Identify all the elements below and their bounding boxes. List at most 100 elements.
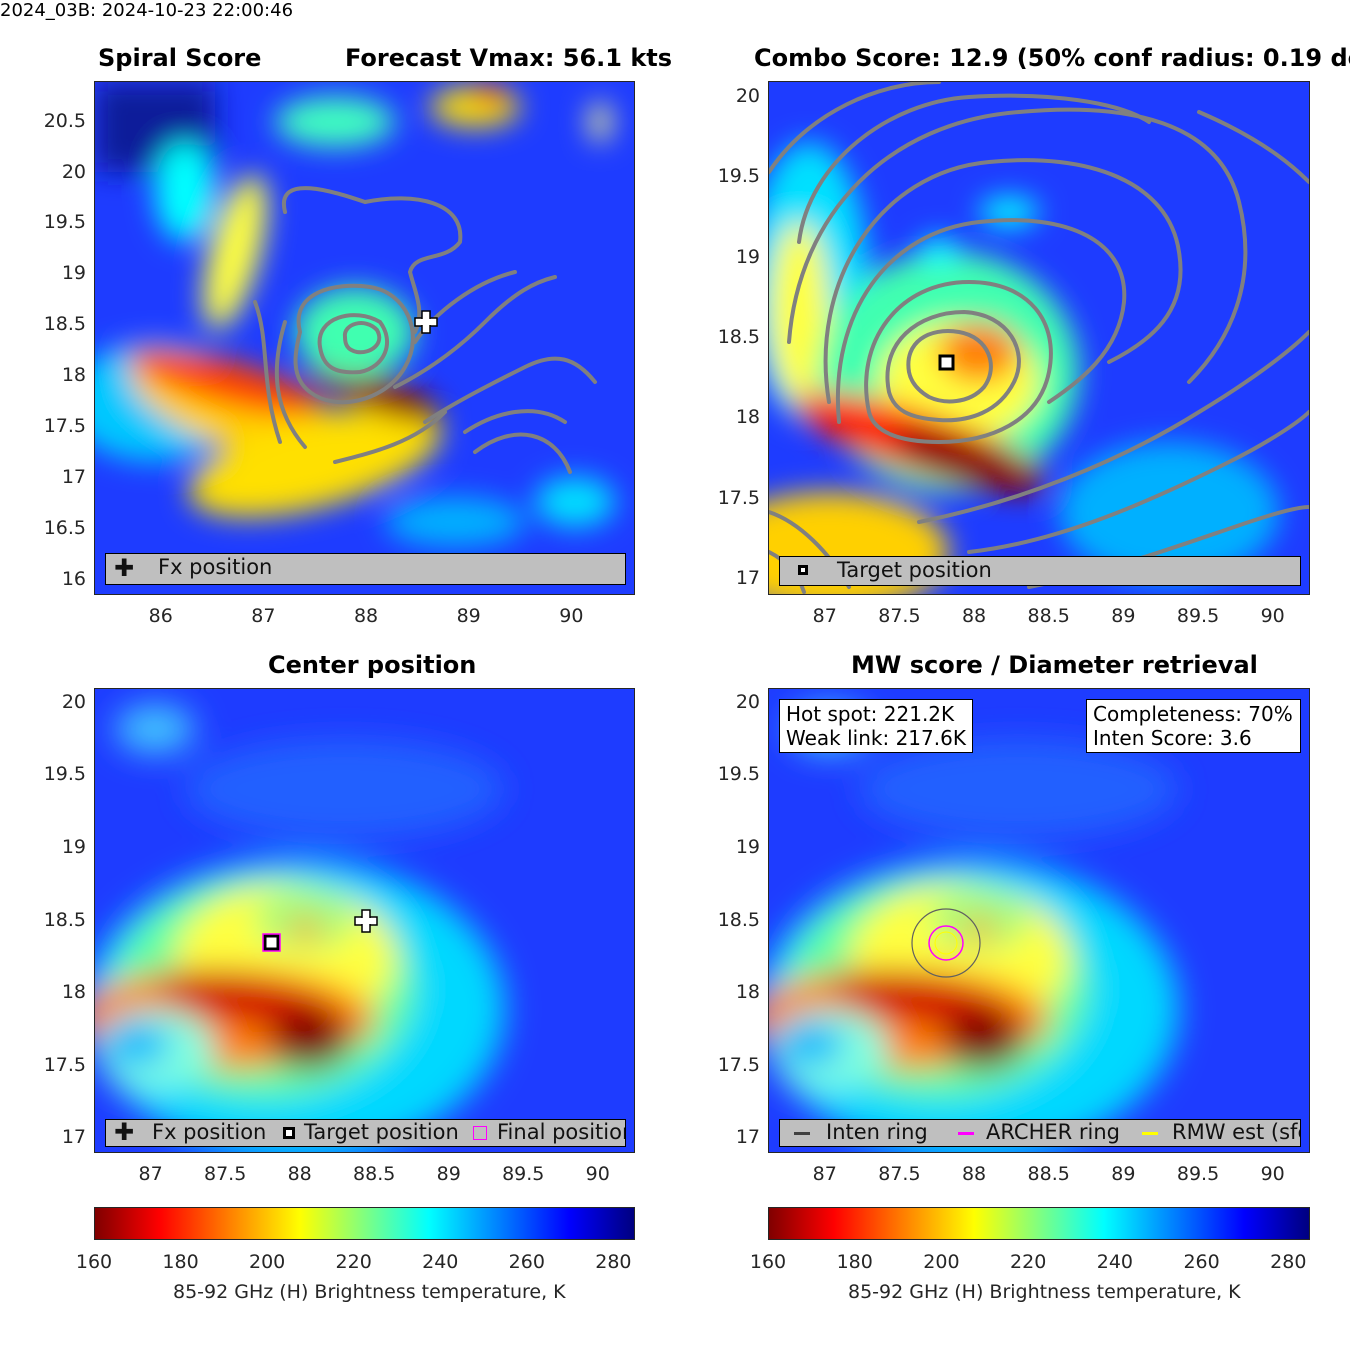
x-tick-label: 87 <box>138 1163 163 1185</box>
x-tick-label: 88 <box>961 605 987 627</box>
fx-position-marker <box>414 310 438 334</box>
y-tick-label: 17 <box>61 1126 86 1149</box>
y-tick-label: 19 <box>61 262 86 285</box>
y-tick-label: 20 <box>61 690 86 713</box>
completeness-text: Completeness: 70% <box>1093 702 1293 726</box>
legend-final-position: Final position <box>497 1120 626 1144</box>
y-tick-label: 17 <box>735 566 760 589</box>
retrieval-rings <box>911 908 981 978</box>
legend-rmw-est: RMW est (sfc) <box>1172 1120 1300 1144</box>
x-tick-label: 90 <box>559 605 584 627</box>
x-tick-label: 89 <box>1111 1163 1136 1185</box>
mw-score-heatmap <box>769 689 1309 1152</box>
legend-target-position: Target position <box>304 1120 459 1144</box>
x-tick-label: 88.5 <box>1027 605 1070 627</box>
panel2-legend: Target position <box>779 556 1301 586</box>
x-tick-label: 90 <box>1260 1163 1285 1185</box>
y-tick-label: 17 <box>735 1126 760 1149</box>
target-position-marker <box>938 354 955 371</box>
panel2-title: Combo Score: 12.9 (50% conf radius: 0.19… <box>754 44 1350 72</box>
combo-score-plot: Target position <box>768 81 1310 595</box>
x-tick-label: 89.5 <box>1176 605 1220 627</box>
spiral-score-plot: ✚ Fx position <box>94 81 635 595</box>
inten-ring-swatch <box>794 1132 810 1135</box>
y-tick-label: 19 <box>735 835 760 858</box>
x-tick-label: 88.5 <box>353 1163 396 1185</box>
panel3-legend: ✚ Fx position Target position Final posi… <box>105 1119 626 1147</box>
y-tick-label: 19.5 <box>43 211 86 234</box>
colorbar-tick-label: 220 <box>1010 1251 1047 1273</box>
colorbar-right-label: 85-92 GHz (H) Brightness temperature, K <box>848 1281 1241 1303</box>
weak-link-text: Weak link: 217.6K <box>786 726 966 750</box>
center-position-plot: ✚ Fx position Target position Final posi… <box>94 688 635 1153</box>
cross-icon: ✚ <box>114 1119 135 1146</box>
panel4-title: MW score / Diameter retrieval <box>851 651 1258 679</box>
panel4-legend: Inten ring ARCHER ring RMW est (sfc) <box>779 1119 1301 1147</box>
x-tick-label: 89 <box>1111 605 1136 627</box>
x-tick-label: 89 <box>436 1163 461 1185</box>
mw-score-plot: Hot spot: 221.2K Weak link: 217.6K Compl… <box>768 688 1310 1153</box>
y-tick-label: 20 <box>61 160 86 183</box>
legend-inten-ring: Inten ring <box>826 1120 928 1144</box>
y-tick-label: 19.5 <box>43 763 86 786</box>
y-tick-label: 19.5 <box>717 763 760 786</box>
y-tick-label: 17.5 <box>43 415 86 438</box>
colorbar-tick-label: 220 <box>335 1251 372 1273</box>
y-tick-label: 17.5 <box>717 486 760 509</box>
colorbar-tick-label: 280 <box>1270 1251 1307 1273</box>
y-tick-label: 18.5 <box>43 908 86 931</box>
y-tick-label: 20 <box>735 690 760 713</box>
x-tick-label: 90 <box>1260 605 1285 627</box>
x-tick-label: 88.5 <box>1027 1163 1070 1185</box>
y-tick-label: 19 <box>61 835 86 858</box>
panel1-title-left: Spiral Score <box>98 44 262 72</box>
y-tick-label: 18.5 <box>43 313 86 336</box>
fx-position-marker <box>354 909 378 933</box>
info-box-left: Hot spot: 221.2K Weak link: 217.6K <box>779 699 973 753</box>
legend-target-position: Target position <box>837 558 992 582</box>
colorbar-left <box>94 1207 635 1240</box>
x-tick-label: 87.5 <box>878 605 921 627</box>
x-tick-label: 88 <box>961 1163 987 1185</box>
y-tick-label: 19 <box>735 245 760 268</box>
y-tick-label: 16 <box>61 567 86 590</box>
y-tick-label: 17 <box>61 465 86 488</box>
legend-archer-ring: ARCHER ring <box>986 1120 1121 1144</box>
y-tick-label: 19.5 <box>717 165 760 188</box>
y-tick-label: 20 <box>735 85 760 108</box>
x-tick-label: 86 <box>148 605 173 627</box>
colorbar-tick-label: 160 <box>75 1251 113 1273</box>
final-position-marker <box>262 933 281 952</box>
panel3-title: Center position <box>268 651 477 679</box>
square-icon <box>283 1127 295 1139</box>
x-tick-label: 88 <box>353 605 379 627</box>
x-tick-label: 87.5 <box>203 1163 247 1185</box>
colorbar-tick-label: 200 <box>248 1251 286 1273</box>
colorbar-right <box>768 1207 1310 1240</box>
y-tick-label: 18 <box>735 406 760 429</box>
center-position-heatmap <box>95 689 634 1152</box>
y-tick-label: 18.5 <box>717 908 760 931</box>
spiral-score-heatmap <box>95 82 634 594</box>
info-box-right: Completeness: 70% Inten Score: 3.6 <box>1086 699 1301 753</box>
y-tick-label: 18 <box>61 364 86 387</box>
x-tick-label: 89.5 <box>1176 1163 1220 1185</box>
combo-score-heatmap <box>769 82 1309 594</box>
colorbar-tick-label: 180 <box>162 1251 199 1273</box>
hot-spot-text: Hot spot: 221.2K <box>786 702 955 726</box>
figure-title: 2024_03B: 2024-10-23 22:00:46 <box>0 0 294 21</box>
x-tick-label: 87.5 <box>878 1163 921 1185</box>
legend-fx-position: Fx position <box>152 1120 267 1144</box>
y-tick-label: 17.5 <box>43 1053 86 1076</box>
x-tick-label: 87 <box>812 1163 837 1185</box>
colorbar-tick-label: 200 <box>923 1251 960 1273</box>
y-tick-label: 18 <box>735 981 760 1004</box>
y-tick-label: 18 <box>61 981 86 1004</box>
y-tick-label: 18.5 <box>717 326 760 348</box>
colorbar-tick-label: 180 <box>836 1251 873 1273</box>
colorbar-tick-label: 240 <box>1096 1251 1134 1273</box>
magenta-square-icon <box>473 1126 487 1140</box>
x-tick-label: 90 <box>585 1163 610 1185</box>
panel1-legend: ✚ Fx position <box>105 553 626 585</box>
colorbar-tick-label: 160 <box>749 1251 787 1273</box>
